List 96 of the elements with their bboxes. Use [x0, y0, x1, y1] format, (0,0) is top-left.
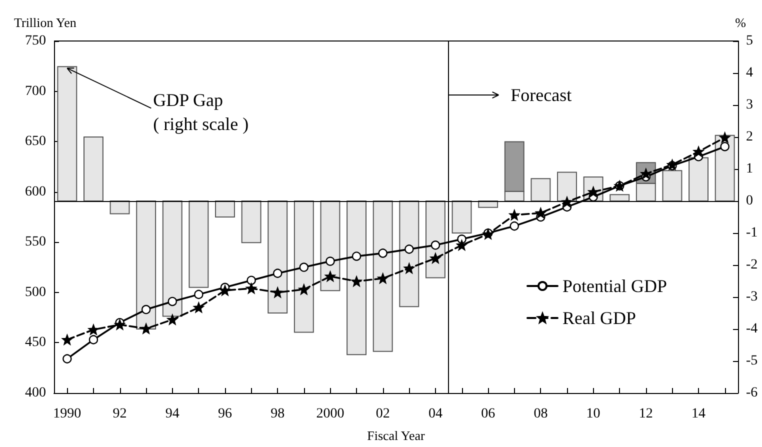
- y2-tick-label: -5: [746, 354, 758, 368]
- bar: [215, 200, 235, 218]
- x-tick-label: 06: [481, 406, 496, 422]
- bar: [294, 200, 314, 333]
- point: [220, 285, 230, 296]
- bar: [452, 200, 472, 234]
- x-tick-label: 10: [586, 406, 600, 422]
- x-axis-title: Fiscal Year: [367, 428, 426, 443]
- point: [720, 142, 730, 152]
- point: [88, 324, 99, 335]
- point: [430, 240, 440, 250]
- bar: [83, 136, 104, 202]
- legend-label: Potential GDP: [562, 276, 668, 296]
- y2-tick-label: 2: [746, 130, 753, 144]
- x-tick-label: 96: [218, 406, 232, 422]
- point: [326, 256, 335, 266]
- bar: [662, 170, 682, 202]
- legend-label: Real GDP: [562, 308, 636, 328]
- bar: [268, 200, 288, 314]
- point: [562, 196, 572, 208]
- y2-tick-label: -4: [746, 322, 758, 336]
- point: [404, 244, 414, 254]
- y2-tick-label: -3: [746, 290, 758, 304]
- bar: [372, 200, 393, 352]
- y-axis-title: Trillion Yen: [14, 15, 77, 30]
- point: [246, 283, 256, 294]
- y2-axis-title: %: [735, 15, 746, 30]
- y-tick-label: 600: [25, 184, 46, 200]
- x-tick-label: 04: [428, 406, 442, 422]
- x-tick-label: 12: [638, 406, 653, 422]
- point: [509, 210, 520, 220]
- x-tick-label: 94: [165, 406, 180, 422]
- x-tick-label: 1990: [53, 406, 82, 422]
- x-tick-label: 92: [112, 406, 127, 422]
- point: [404, 263, 414, 274]
- point: [114, 320, 125, 330]
- y-tick-label: 400: [25, 386, 46, 400]
- x-tick-label: 2000: [316, 406, 344, 422]
- y-tick-label: 650: [25, 134, 46, 150]
- bar: [530, 178, 551, 202]
- y-tick-label: 500: [25, 284, 46, 300]
- point: [194, 302, 204, 313]
- point: [298, 284, 310, 295]
- point: [194, 290, 204, 300]
- point: [246, 276, 256, 285]
- x-tick-label: 14: [692, 406, 706, 422]
- point: [167, 314, 178, 325]
- x-tick-label: 02: [376, 406, 390, 422]
- bar: [557, 172, 577, 202]
- y2-tick-label: 1: [746, 162, 753, 176]
- bar: [57, 66, 78, 202]
- bar: [399, 200, 420, 308]
- y2-tick-label: 5: [746, 34, 753, 48]
- point: [430, 253, 441, 264]
- point: [62, 334, 72, 345]
- y2-tick-label: -2: [746, 258, 758, 272]
- bar: [320, 200, 340, 292]
- bar: [162, 200, 182, 317]
- y2-tick-label: -1: [746, 226, 758, 240]
- y-tick-label: 550: [25, 234, 46, 250]
- point: [273, 268, 282, 278]
- bar: [610, 194, 630, 202]
- y2-tick-label: 3: [746, 98, 753, 112]
- y2-tick-label: 4: [746, 66, 753, 80]
- point: [456, 240, 467, 250]
- x-tick-label: 08: [534, 406, 548, 422]
- point: [62, 354, 72, 364]
- point: [378, 273, 388, 284]
- point: [378, 248, 388, 258]
- point: [510, 221, 519, 231]
- bar: [188, 200, 209, 288]
- annotation: GDP Gap ( right scale ): [153, 90, 249, 134]
- bar: [688, 157, 709, 202]
- point: [299, 262, 309, 272]
- bar: [136, 200, 156, 330]
- point: [325, 271, 336, 282]
- point: [140, 324, 152, 334]
- point: [141, 304, 151, 314]
- point: [352, 252, 362, 261]
- point: [88, 335, 98, 344]
- point: [536, 208, 546, 218]
- bar: [110, 200, 130, 214]
- y2-tick-label: -6: [746, 386, 758, 400]
- y-tick-label: 450: [25, 335, 46, 350]
- point: [351, 276, 362, 286]
- point: [693, 146, 704, 157]
- bar: [346, 200, 367, 356]
- y-tick-label: 750: [25, 34, 46, 48]
- ref-line-label: Forecast: [510, 85, 572, 105]
- point: [168, 296, 177, 306]
- point: [720, 132, 730, 143]
- bar: [241, 200, 262, 244]
- y2-tick-label: 0: [746, 194, 753, 208]
- x-tick-label: 98: [270, 406, 285, 422]
- point: [272, 287, 283, 298]
- y-tick-label: 700: [25, 84, 46, 99]
